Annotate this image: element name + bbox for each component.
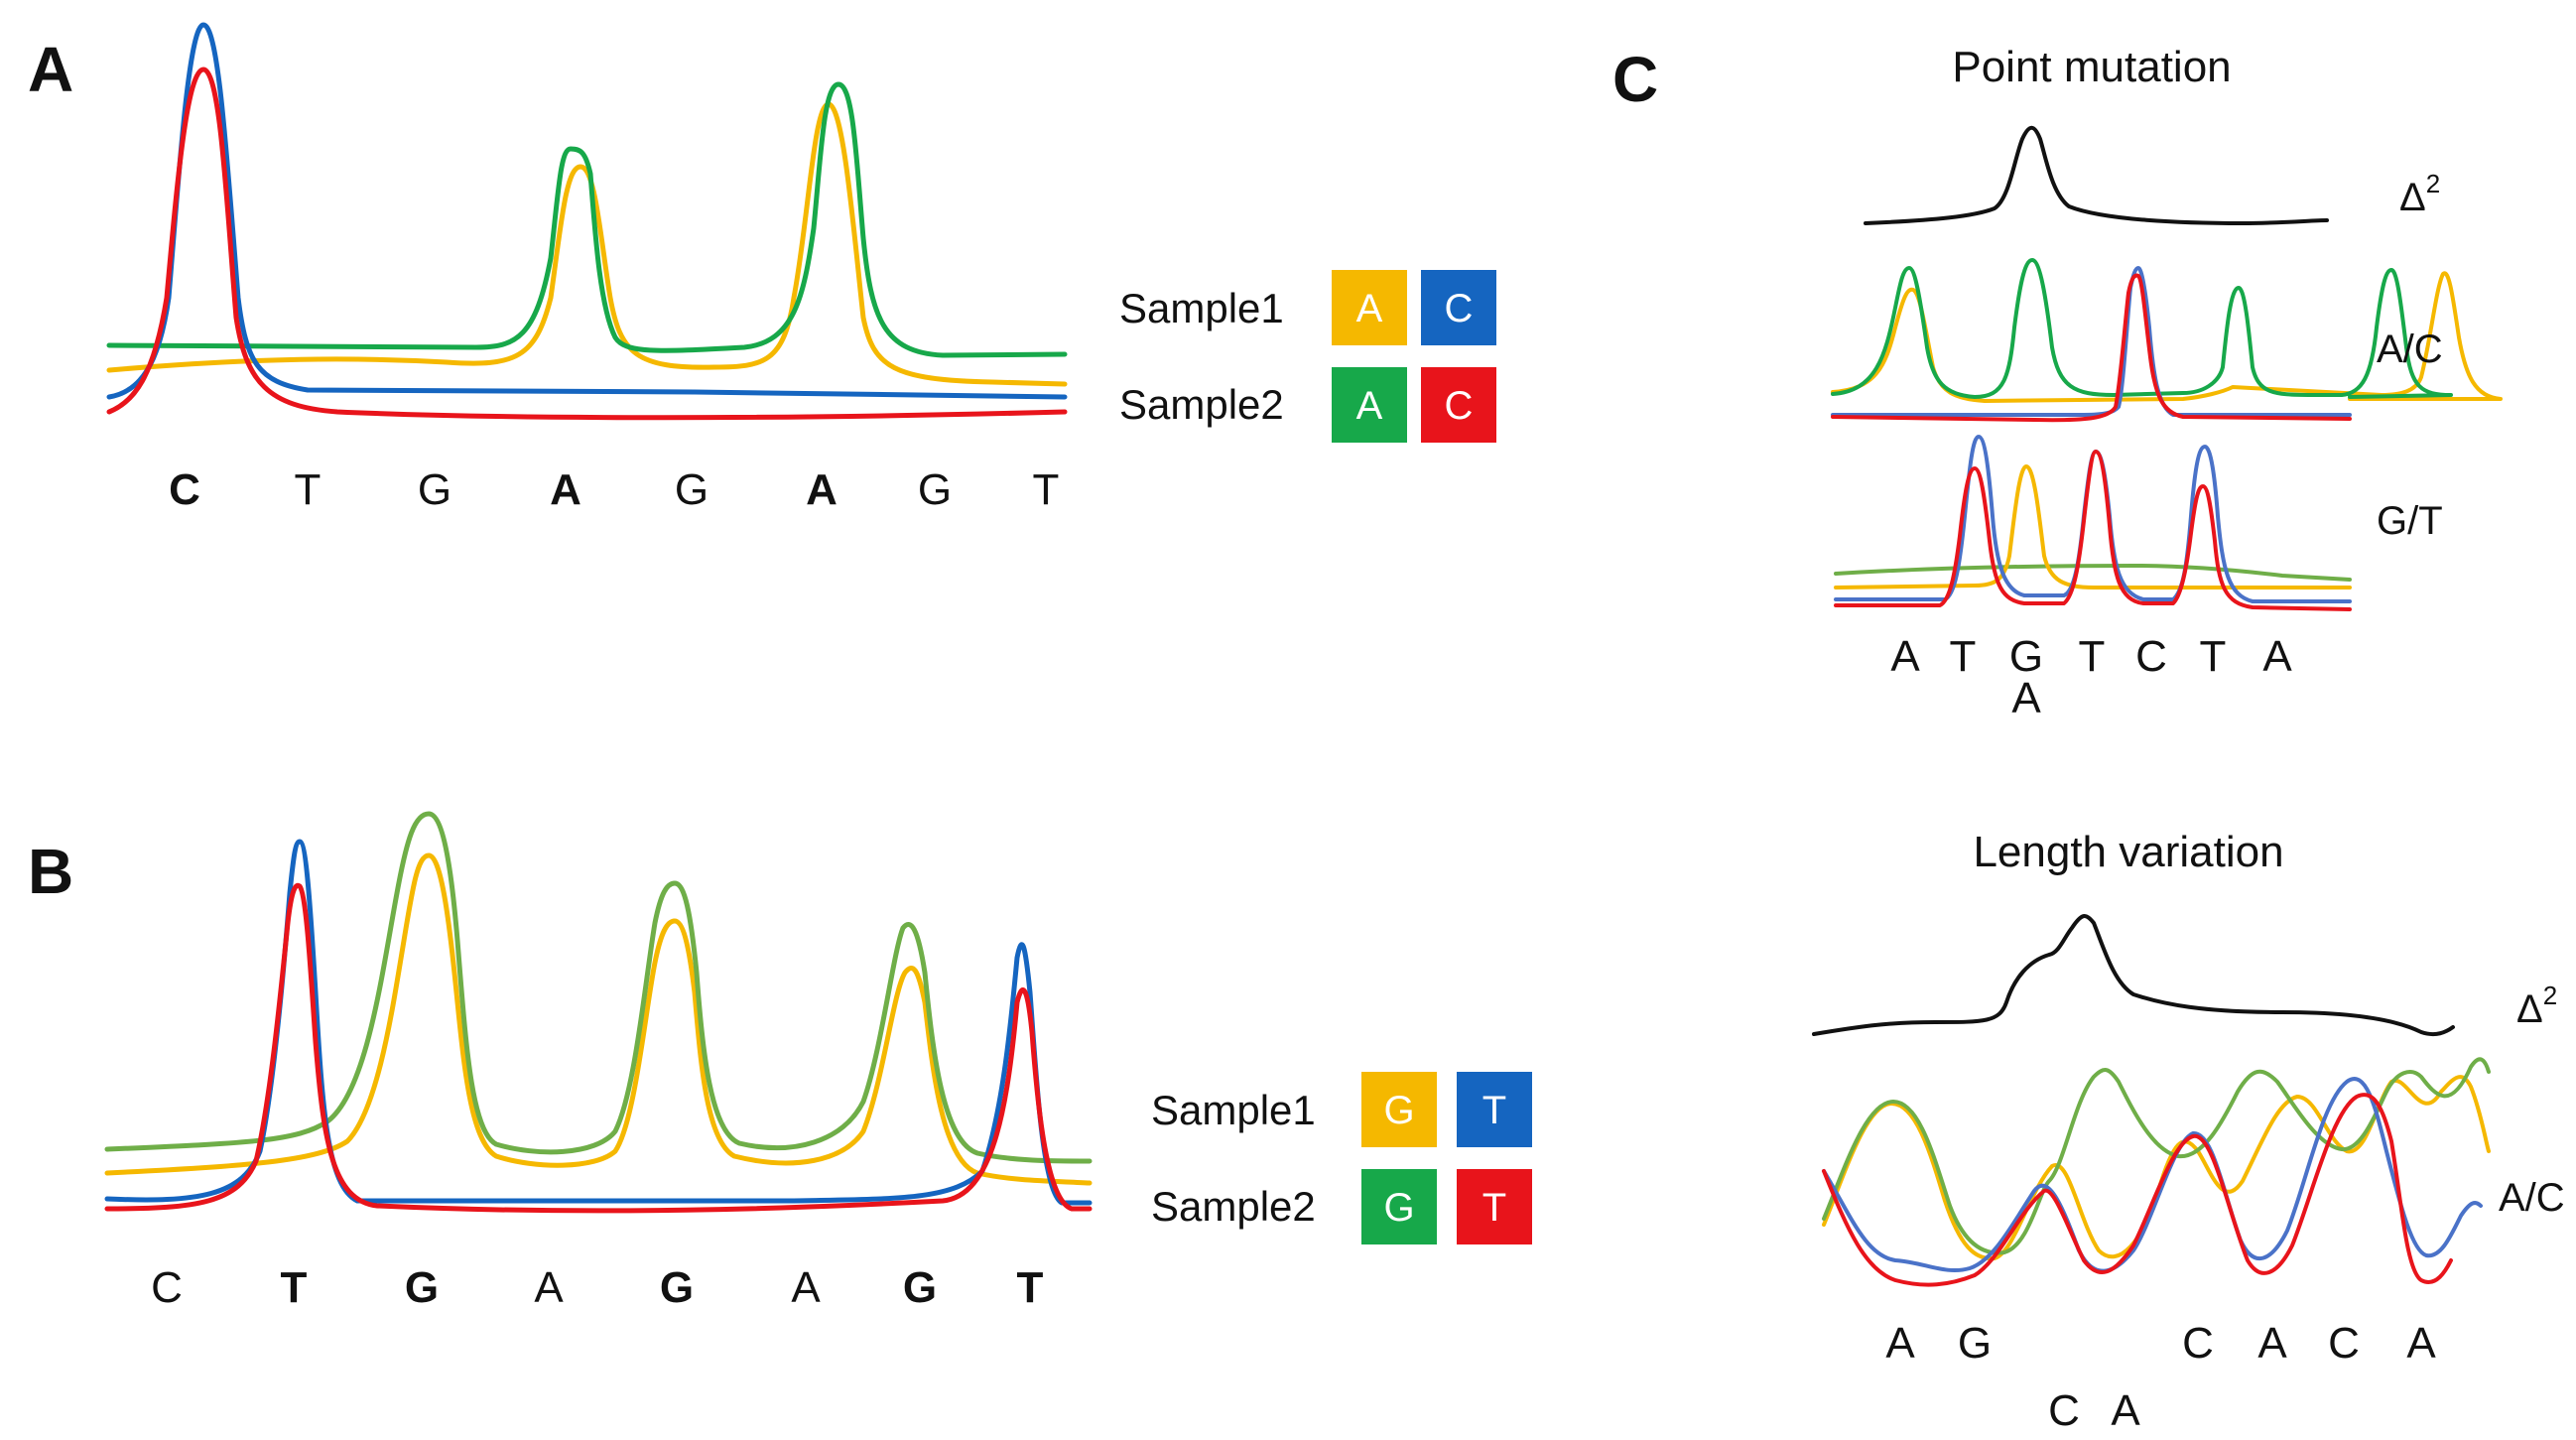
panel-b-legend-sample2-label: Sample2 xyxy=(1151,1183,1316,1230)
length-variation-base-top-3: C xyxy=(2182,1319,2214,1368)
panel-b-swatch-sample2-t-label: T xyxy=(1482,1186,1506,1230)
panel-b-trace-sample2-g xyxy=(104,811,1093,1164)
panel-b-trace-sample2-t xyxy=(104,882,1093,1214)
length-variation-row-label: A/C xyxy=(2499,1176,2565,1220)
panel-b-swatch-sample2-g xyxy=(1361,1169,1437,1244)
panel-b-swatch-sample1-t xyxy=(1457,1072,1532,1147)
point-mutation-row2-label: G/T xyxy=(2377,499,2443,543)
panel-a-swatch-sample1-c-label: C xyxy=(1445,287,1474,330)
length-variation-base-bottom-2: A xyxy=(2111,1386,2140,1435)
point-mutation-row1-trace-sample1-a xyxy=(1831,271,2503,403)
panel-b-trace-sample1-g xyxy=(104,852,1093,1186)
point-mutation-base-7: A xyxy=(2262,632,2292,681)
point-mutation-row1-trace-sample2-c xyxy=(1831,273,2352,423)
panel-a-swatch-sample2-a xyxy=(1332,367,1407,443)
point-mutation-row1-trace-sample2-a xyxy=(1831,258,2453,399)
panel-b-swatch-sample1-g xyxy=(1361,1072,1437,1147)
panel-a-swatch-sample1-a xyxy=(1332,270,1407,345)
panel-a-swatch-sample2-c-label: C xyxy=(1445,384,1474,428)
panel-b-base-1: C xyxy=(151,1263,183,1312)
length-variation-trace-sample1-c xyxy=(1822,1077,2483,1273)
point-mutation-base-5: C xyxy=(2135,632,2167,681)
panel-a-base-6: A xyxy=(806,465,837,514)
length-variation-base-bottom-1: C xyxy=(2048,1386,2080,1435)
panel-b-swatch-sample2-g-label: G xyxy=(1383,1186,1414,1230)
length-variation-base-top-2: G xyxy=(1958,1319,1992,1368)
panel-a-trace-sample1-a xyxy=(106,101,1068,387)
panel-a-swatch-sample2-a-label: A xyxy=(1356,384,1383,428)
panel-b-base-3: G xyxy=(405,1263,439,1312)
panel-a-legend-sample1-label: Sample1 xyxy=(1119,285,1284,331)
panel-c: C Point mutation Δ2 A/C G/T A T G T xyxy=(1612,43,2565,1435)
length-variation-base-top-1: A xyxy=(1885,1319,1915,1368)
panel-a-swatch-sample1-a-label: A xyxy=(1356,287,1383,330)
panel-a-bases: C T G A G A G T xyxy=(169,465,1059,514)
point-mutation-delta-trace xyxy=(1864,125,2329,225)
point-mutation-mutant-base: A xyxy=(2011,674,2041,722)
panel-a-base-3: G xyxy=(418,465,451,514)
point-mutation-delta-label: Δ2 xyxy=(2399,169,2440,219)
panel-b-chromatogram xyxy=(104,811,1093,1214)
panel-b-base-8: T xyxy=(1017,1263,1044,1312)
panel-a-label: A xyxy=(28,34,73,105)
panel-b-base-6: A xyxy=(791,1263,821,1312)
panel-a-base-2: T xyxy=(295,465,322,514)
point-mutation-row2-trace-sample2-t xyxy=(1834,450,2352,611)
panel-b-swatch-sample1-t-label: T xyxy=(1482,1089,1506,1132)
panel-b-base-5: G xyxy=(660,1263,694,1312)
panel-b-swatch-sample2-t xyxy=(1457,1169,1532,1244)
panel-a-base-1: C xyxy=(169,465,200,514)
length-variation-base-top-6: A xyxy=(2406,1319,2436,1368)
panel-a-swatch-sample1-c xyxy=(1421,270,1496,345)
length-variation-delta-trace xyxy=(1812,914,2455,1037)
point-mutation-row2-trace-sample2-g xyxy=(1834,564,2352,582)
panel-a-trace-sample2-c xyxy=(106,66,1068,421)
panel-b-trace-sample1-t xyxy=(104,839,1093,1206)
length-variation-base-top-4: A xyxy=(2257,1319,2287,1368)
panel-a-base-8: T xyxy=(1033,465,1060,514)
point-mutation-title: Point mutation xyxy=(1952,43,2231,91)
point-mutation-section: Point mutation Δ2 A/C G/T A T G T C T xyxy=(1831,43,2503,722)
point-mutation-base-2: T xyxy=(1950,632,1977,681)
point-mutation-row1-label: A/C xyxy=(2377,327,2443,371)
point-mutation-base-1: A xyxy=(1890,632,1920,681)
length-variation-delta-label: Δ2 xyxy=(2516,981,2557,1031)
length-variation-title: Length variation xyxy=(1973,828,2283,876)
point-mutation-base-6: T xyxy=(2200,632,2227,681)
point-mutation-base-3: G xyxy=(2009,632,2043,681)
panel-b-base-4: A xyxy=(534,1263,564,1312)
panel-a-legend-sample2-label: Sample2 xyxy=(1119,381,1284,428)
panel-a-chromatogram xyxy=(106,22,1068,421)
panel-a-base-5: G xyxy=(675,465,708,514)
point-mutation-bases: A T G T C T A A xyxy=(1890,632,2292,722)
panel-b-bases: C T G A G A G T xyxy=(151,1263,1043,1312)
panel-b-base-7: G xyxy=(903,1263,937,1312)
panel-a-legend: Sample1 A C Sample2 A C xyxy=(1119,270,1496,443)
panel-a-trace-sample2-a xyxy=(106,81,1068,358)
panel-a-trace-sample1-c xyxy=(106,22,1068,400)
length-variation-bases: A G C A C A C A xyxy=(1885,1319,2436,1435)
panel-b-legend: Sample1 G T Sample2 G T xyxy=(1151,1072,1532,1244)
panel-a-base-4: A xyxy=(550,465,581,514)
panel-b: B C T G A G A G T Sample1 G T Sample2 G xyxy=(28,811,1532,1312)
point-mutation-base-4: T xyxy=(2079,632,2106,681)
length-variation-base-top-5: C xyxy=(2328,1319,2360,1368)
length-variation-section: Length variation Δ2 A/C A G C A C A C A xyxy=(1812,828,2565,1435)
panel-b-label: B xyxy=(28,836,73,907)
panel-b-base-2: T xyxy=(281,1263,308,1312)
panel-a: A C T G A G A G T Sample1 A C Sample2 A xyxy=(28,22,1496,514)
panel-b-legend-sample1-label: Sample1 xyxy=(1151,1087,1316,1133)
length-variation-trace-sample2-c xyxy=(1822,1093,2453,1287)
panel-c-label: C xyxy=(1612,44,1658,115)
panel-b-swatch-sample1-g-label: G xyxy=(1383,1089,1414,1132)
panel-a-base-7: G xyxy=(918,465,952,514)
panel-a-swatch-sample2-c xyxy=(1421,367,1496,443)
length-variation-trace-sample2-a xyxy=(1822,1057,2491,1255)
